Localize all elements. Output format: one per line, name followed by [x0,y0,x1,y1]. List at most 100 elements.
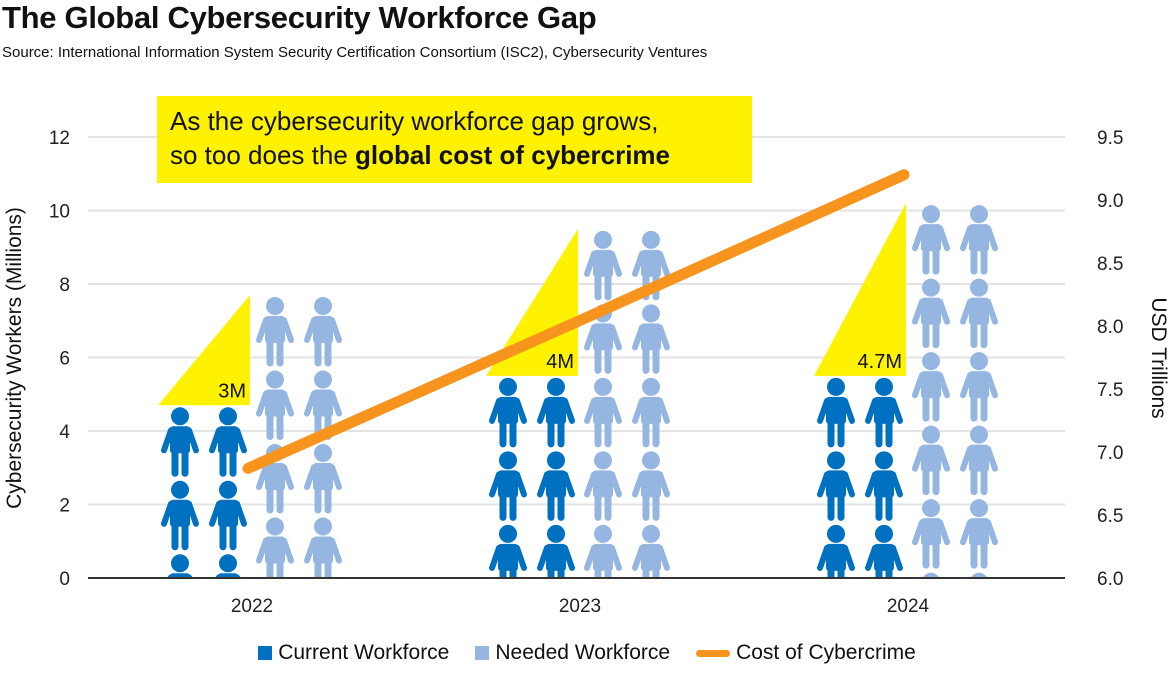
person-icon [161,407,199,477]
legend-item-cost: Cost of Cybercrime [696,641,916,665]
gap-triangle [814,203,906,376]
person-head [922,499,940,518]
person-head [314,297,332,316]
person-arm [161,427,174,454]
person-icon [912,278,950,349]
person-head [314,444,332,463]
person-arm [514,471,527,498]
person-head [266,297,284,316]
person-arm [281,317,294,344]
person-icon [960,352,998,422]
person-icon [167,554,193,578]
y-tick-label: 4 [59,422,70,443]
person-icon [256,517,294,578]
person-arm [890,471,903,498]
person-torso [826,396,846,424]
legend-label-current: Current Workforce [278,641,450,664]
person-arm [842,544,855,571]
person-icon [584,451,622,521]
current-workforce-column [817,377,855,578]
person-torso [969,592,989,619]
person-arm [256,537,269,564]
y2-tick-label: 7.0 [1097,443,1123,464]
person-arm [161,500,174,527]
person-arm [937,372,950,399]
person-torso [546,543,566,571]
person-arm [489,544,502,571]
person-arm [985,298,998,325]
person-icon [632,451,670,521]
person-head [642,377,660,396]
person-arm [489,471,502,498]
person-icon [584,230,622,301]
person-arm [890,544,903,571]
person-torso [641,323,661,351]
needed-workforce-column [960,205,998,619]
current-workforce-column [865,377,903,578]
person-icon [632,524,670,578]
person-head [547,451,565,470]
person-arm [256,390,269,417]
person-head [171,554,189,573]
person-torso [641,543,661,571]
person-torso [969,224,989,252]
person-arm [609,544,622,571]
person-head [642,451,660,470]
person-arm [584,397,597,424]
person-head [922,572,940,578]
person-head [266,517,284,536]
person-torso [218,573,238,578]
person-arm [329,464,342,491]
person-icon [215,554,241,578]
person-icon [489,451,527,521]
current-workforce-column [489,377,527,578]
person-torso [265,316,285,344]
person-icon [632,304,670,374]
person-icon [209,480,247,551]
person-icon [632,377,670,448]
person-arm [632,324,645,351]
person-arm [281,390,294,417]
needed-workforce-column [632,230,670,578]
person-arm [657,471,670,498]
person-arm [632,471,645,498]
person-head [499,451,517,470]
legend-label-needed: Needed Workforce [495,641,671,664]
person-arm [985,225,998,252]
person-arm [304,464,317,491]
legend-swatch-current [258,646,273,660]
person-head [171,480,189,499]
y2-tick-label: 6.5 [1097,506,1123,527]
person-head [970,499,988,518]
person-arm [912,298,925,325]
person-head [594,377,612,396]
person-icon [960,205,998,275]
person-arm [209,427,222,454]
person-icon [912,425,950,496]
legend-item-current: Current Workforce [258,641,449,665]
person-torso [826,470,846,498]
person-torso [593,323,613,351]
person-arm [584,544,597,571]
person-head [266,370,284,389]
person-torso [593,470,613,498]
x-tick-label: 2024 [887,596,930,617]
y-tick-label: 12 [49,128,70,149]
person-arm [817,544,830,571]
person-arm [234,500,247,527]
person-icon [912,352,950,422]
person-arm [215,574,222,578]
person-icon [489,524,527,578]
person-arm [657,324,670,351]
person-head [171,407,189,426]
y-tick-label: 10 [49,202,70,223]
legend-line-cost [696,649,731,657]
person-arm [537,471,550,498]
person-arm [632,397,645,424]
person-torso [874,396,894,424]
y2-tick-label: 8.5 [1097,254,1123,275]
person-icon [537,377,575,448]
person-head [970,278,988,297]
current-workforce-column [209,407,247,578]
